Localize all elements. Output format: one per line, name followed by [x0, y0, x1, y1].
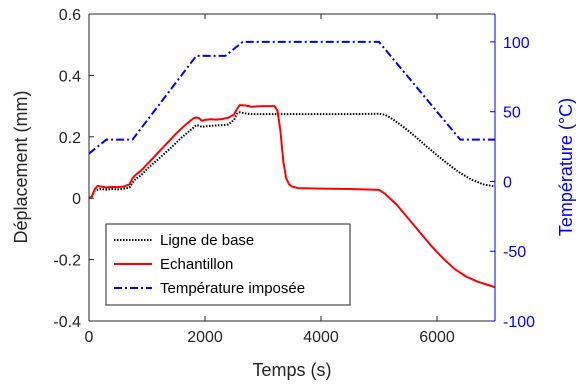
series-line-2 [88, 40, 495, 155]
y-tick-label: 0.4 [59, 68, 81, 85]
y-tick-label: 0 [72, 191, 81, 208]
legend: Ligne de base Echantillon Température im… [105, 223, 351, 306]
x-tick-label: 2000 [187, 329, 223, 346]
series-line-1 [88, 104, 496, 289]
y-right-tick-label: -50 [503, 244, 526, 261]
y-right-tick-label: 50 [503, 105, 521, 122]
x-tick-label: 6000 [419, 329, 455, 346]
y-right-tick-label: 0 [503, 174, 512, 191]
x-tick-label: 0 [85, 329, 94, 346]
y-tick-label: 0.2 [59, 130, 81, 147]
x-axis-title: Temps (s) [252, 360, 331, 380]
y-tick-label: -0.4 [53, 314, 81, 331]
legend-label-baseline: Ligne de base [160, 232, 254, 249]
series-layer [88, 40, 496, 289]
y-tick-label: 0.6 [59, 7, 81, 24]
legend-label-sample: Echantillon [160, 256, 233, 273]
series-line-0 [88, 111, 496, 200]
legend-label-temperature: Température imposée [160, 280, 305, 297]
y-right-tick-label: 100 [503, 35, 530, 52]
y-tick-label: -0.2 [53, 253, 81, 270]
ticks-layer: 0 2000 4000 6000 -0.4 -0.2 0 0.2 0.4 0.6 -100 -50 0 5… [53, 7, 535, 346]
x-tick-label: 4000 [303, 329, 339, 346]
y-right-tick-label: -100 [503, 314, 535, 331]
y-axis-title: Déplacement (mm) [11, 90, 31, 243]
y-axis-right-title: Température (°C) [556, 98, 576, 236]
